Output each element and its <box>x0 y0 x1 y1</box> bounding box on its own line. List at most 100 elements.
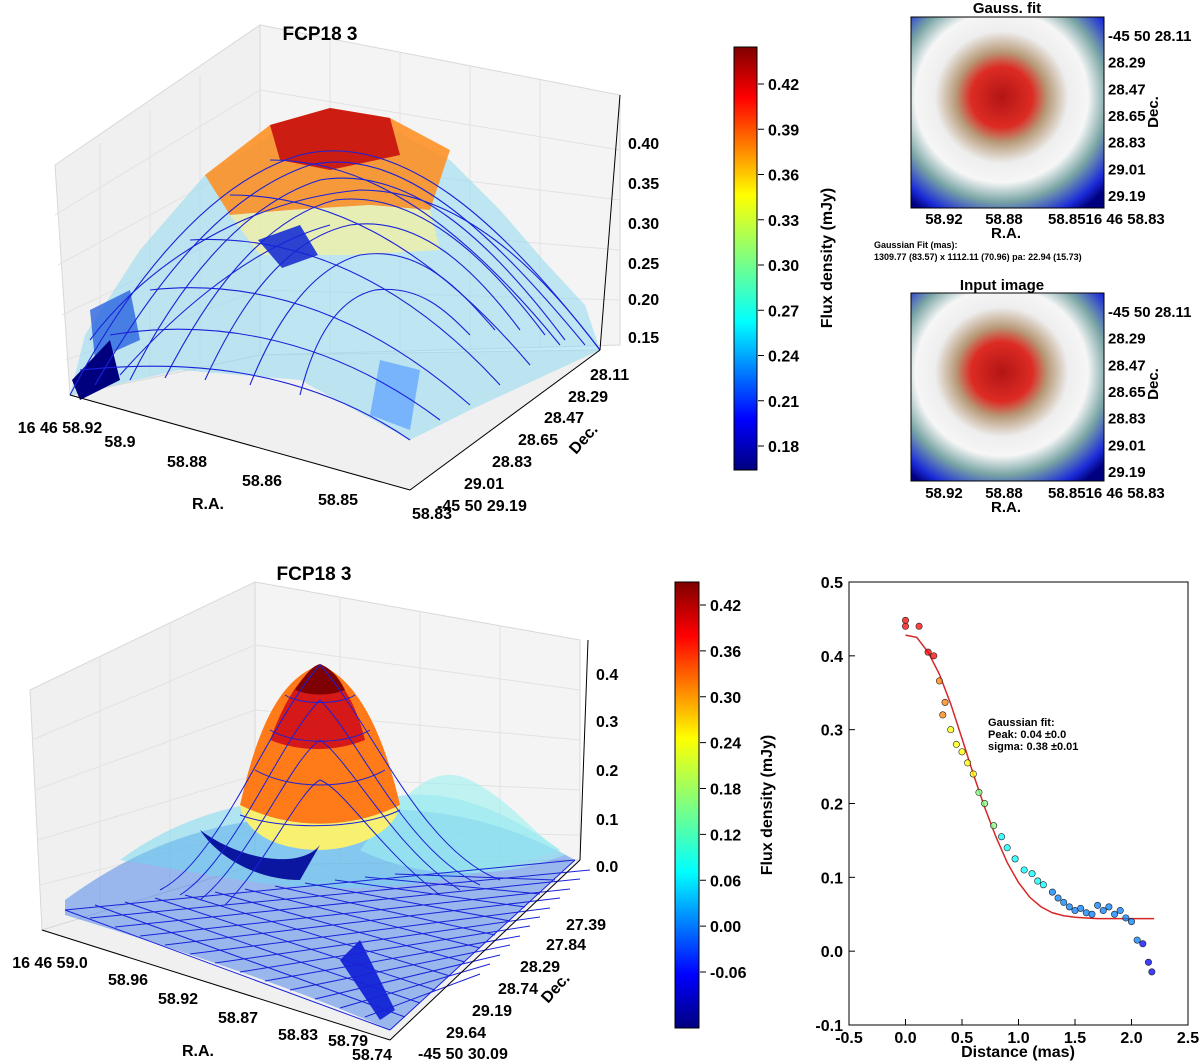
profile-point <box>1028 870 1036 878</box>
colorbar-tick-label: 0.36 <box>768 168 799 185</box>
profile-point <box>998 833 1006 841</box>
surface-top-dec-ticks: 28.11 28.29 28.47 28.65 28.83 29.01 -45 … <box>437 367 629 515</box>
dec-tick: 28.65 <box>518 432 558 449</box>
z-tick: 0.0 <box>596 859 618 876</box>
gauss-fit-xlabel: R.A. <box>991 225 1021 242</box>
gauss-fit-values: 1309.77 (83.57) x 1112.11 (70.96) pa: 22… <box>874 252 1082 262</box>
surface-top-shaded <box>70 108 600 440</box>
image-y-tick: 28.65 <box>1108 108 1146 125</box>
dec-tick: 28.74 <box>498 981 538 998</box>
profile-point <box>964 759 972 767</box>
surface-top-colorbar <box>733 46 758 471</box>
image-y-tick: 28.65 <box>1108 384 1146 401</box>
profile-point <box>1034 877 1042 885</box>
y-tick-label: 0.0 <box>821 944 843 961</box>
dec-tick: -45 50 29.19 <box>437 498 527 515</box>
surface-bottom-panel: FCP18 3 16 46 59.0 58.96 58.92 58.87 58.… <box>12 564 776 1064</box>
gaussian-fit-line <box>905 634 1155 920</box>
input-image-y-ticks: -45 50 28.11 28.29 28.47 28.65 28.83 29.01 29.… <box>1108 304 1191 481</box>
profile-point <box>1105 903 1113 911</box>
ra-tick: 16 46 58.92 <box>18 420 103 437</box>
colorbar-tick-label: 0.12 <box>710 827 741 844</box>
profile-point <box>1088 910 1096 918</box>
z-tick: 0.4 <box>596 667 618 684</box>
x-tick-label: 2.5 <box>1177 1030 1199 1047</box>
gauss-fit-panel: Gauss. fit -45 50 28.11 28.29 28.47 28.65 28… <box>874 0 1191 262</box>
profile-point <box>1054 894 1062 902</box>
ra-tick: 16 46 59.0 <box>12 955 88 972</box>
gauss-fit-ylabel: Dec. <box>1145 96 1162 128</box>
dec-tick: 29.01 <box>464 476 504 493</box>
profile-point <box>958 748 966 756</box>
y-tick-label: 0.3 <box>821 723 843 740</box>
ra-tick: 58.74 <box>352 1047 392 1064</box>
z-tick: 0.15 <box>628 330 659 347</box>
input-image-ylabel: Dec. <box>1145 368 1162 400</box>
profile-point <box>1128 918 1136 926</box>
image-y-tick: 29.01 <box>1108 437 1146 454</box>
profile-point <box>901 622 909 630</box>
x-tick-label: 1.5 <box>1064 1030 1086 1047</box>
profile-point <box>969 770 977 778</box>
profile-point <box>941 698 949 706</box>
profile-point <box>1020 866 1028 874</box>
dec-tick: 28.83 <box>492 454 532 471</box>
surface-top-colorbar-label: Flux density (mJy) <box>819 188 836 328</box>
profile-chart: -0.5 0.0 0.5 1.0 1.5 2.0 2.5 -0.1 0.0 0.1 0.2 0.3 0.… <box>815 575 1199 1061</box>
colorbar-tick-label: 0.33 <box>768 213 799 230</box>
dec-tick: -45 50 30.09 <box>418 1046 508 1063</box>
profile-point <box>1099 907 1107 915</box>
profile-point <box>939 711 947 719</box>
profile-axes: -0.5 0.0 0.5 1.0 1.5 2.0 2.5 -0.1 0.0 0.1 0.2 0.3 0.… <box>815 575 1199 1047</box>
profile-xlabel: Distance (mas) <box>961 1044 1075 1061</box>
z-tick: 0.2 <box>596 763 618 780</box>
ra-tick: 58.96 <box>108 972 148 989</box>
gauss-fit-caption: Gaussian Fit (mas): <box>874 240 958 250</box>
image-y-tick: -45 50 28.11 <box>1108 28 1191 45</box>
profile-point <box>1039 881 1047 889</box>
profile-point <box>1122 914 1130 922</box>
dec-tick: 28.29 <box>520 959 560 976</box>
image-y-tick: 28.47 <box>1108 81 1146 98</box>
profile-point <box>924 648 932 656</box>
x-tick-label: 2.0 <box>1120 1030 1142 1047</box>
profile-point <box>1148 968 1156 976</box>
ra-tick: 58.86 <box>242 473 282 490</box>
surface-bottom-z-ticks: 0.4 0.3 0.2 0.1 0.0 <box>596 667 618 876</box>
z-tick: 0.3 <box>596 714 618 731</box>
profile-annotation-line: sigma: 0.38 ±0.01 <box>988 741 1078 753</box>
surface-bottom-xlabel: R.A. <box>182 1043 214 1060</box>
colorbar-tick-label: 0.42 <box>710 598 741 615</box>
ra-tick: 58.79 <box>328 1033 368 1050</box>
surface-top-colorbar-ticks: 0.42 0.39 0.36 0.33 0.30 0.27 0.24 0.21 0.18 <box>758 77 799 456</box>
profile-point <box>981 799 989 807</box>
profile-point <box>947 726 955 734</box>
profile-point <box>1065 903 1073 911</box>
input-image <box>910 292 1105 482</box>
surface-bottom-ra-ticks: 16 46 59.0 58.96 58.92 58.87 58.83 58.79… <box>12 955 392 1064</box>
y-tick-label: 0.2 <box>821 797 843 814</box>
colorbar-tick-label: 0.30 <box>710 690 741 707</box>
dec-tick: 27.39 <box>566 917 606 934</box>
colorbar-tick-label: 0.00 <box>710 919 741 936</box>
y-tick-label: 0.4 <box>821 649 843 666</box>
ra-tick: 58.92 <box>158 991 198 1008</box>
image-y-tick: 29.19 <box>1108 188 1146 205</box>
input-image-panel: Input image -45 50 28.11 28.29 28.47 28.65 2… <box>910 277 1191 516</box>
ra-tick: 58.85 <box>318 492 358 509</box>
profile-point <box>1011 855 1019 863</box>
z-tick: 0.1 <box>596 812 618 829</box>
profile-point <box>915 622 923 630</box>
profile-point <box>1116 907 1124 915</box>
dec-tick: 28.47 <box>544 410 584 427</box>
x-tick-label: 1.0 <box>1007 1030 1029 1047</box>
z-tick: 0.30 <box>628 216 659 233</box>
colorbar-tick-label: 0.36 <box>710 644 741 661</box>
image-y-tick: 29.19 <box>1108 464 1146 481</box>
dec-tick: 28.29 <box>568 389 608 406</box>
profile-point <box>952 740 960 748</box>
colorbar-tick-label: 0.30 <box>768 258 799 275</box>
ra-tick: 58.87 <box>218 1010 258 1027</box>
dec-tick: 29.64 <box>446 1025 486 1042</box>
